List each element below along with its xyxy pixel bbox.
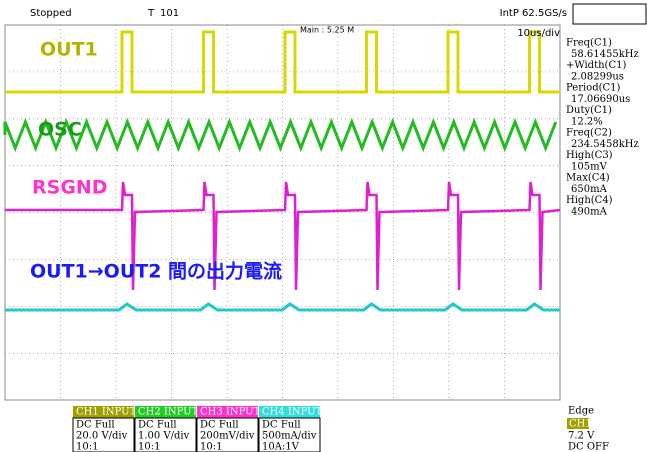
channel-coupling: DC Full <box>76 420 115 431</box>
channel-scale: 1.00 V/div <box>138 431 190 442</box>
channel-header-bg <box>197 406 258 418</box>
channel-header-bg <box>73 406 134 418</box>
channel-probe: 10:1 <box>200 442 222 452</box>
measurement-value: 105mV <box>571 162 608 173</box>
measurement-name: Freq(C2) <box>566 128 612 139</box>
ch1-trace <box>5 30 560 94</box>
channel-coupling: DC Full <box>200 420 239 431</box>
channel-box <box>72 417 135 452</box>
channel-scale: 500mA/div <box>262 431 317 442</box>
channel-scale: 200mV/div <box>200 431 255 442</box>
measurement-name: Duty(C1) <box>566 105 612 116</box>
trigger-icon: T <box>147 8 155 19</box>
measurement-value: 17.06690us <box>571 94 630 105</box>
channel-coupling: DC Full <box>138 420 177 431</box>
measurement-name: High(C3) <box>566 150 613 161</box>
measurement-value: 234.5458kHz <box>571 139 639 150</box>
channel-header-bg <box>259 406 320 418</box>
channel-box <box>196 417 259 452</box>
ch4-trace <box>5 302 560 312</box>
channel-header: CH2 INPUT <box>138 407 199 418</box>
ch2-trace <box>3 117 558 153</box>
trigger-mode: Edge <box>568 406 594 417</box>
memory-length: Main : 5.25 M <box>300 26 354 35</box>
measurement-name: Period(C1) <box>566 83 621 94</box>
channel-header: CH4 INPUT <box>262 407 323 418</box>
channel-probe: 10:1 <box>76 442 98 452</box>
channel-box <box>258 417 321 452</box>
measurement-name: Max(C4) <box>566 173 610 184</box>
trace-label: OUT1→OUT2 間の出力電流 <box>30 260 282 283</box>
measurement-value: 12.2% <box>571 117 603 128</box>
trace-label: RSGND <box>32 177 108 199</box>
sampling-rate: IntP 62.5GS/s <box>500 8 567 19</box>
trigger-source-bg <box>567 418 589 429</box>
measurement-name: High(C4) <box>566 195 613 206</box>
trigger-source: CH1 <box>569 419 592 430</box>
channel-header-bg <box>135 406 196 418</box>
measurement-value: 2.08299us <box>571 72 624 83</box>
trace-label: OUT1 <box>40 39 98 61</box>
trace-label: OSC <box>38 119 82 141</box>
channel-coupling: DC Full <box>262 420 301 431</box>
status-box <box>572 3 647 25</box>
channel-header: CH1 INPUT <box>76 407 137 418</box>
trigger-level: 7.2 V <box>568 431 595 442</box>
run-state: Stopped <box>30 8 72 19</box>
ch3-trace <box>5 181 561 291</box>
channel-header: CH3 INPUT <box>200 407 261 418</box>
measurement-value: 58.61455kHz <box>571 49 639 60</box>
channel-scale: 20.0 V/div <box>76 431 128 442</box>
measurement-value: 490mA <box>571 207 608 218</box>
channel-probe: 10:1 <box>138 442 160 452</box>
measurement-value: 650mA <box>571 184 608 195</box>
measurement-name: Freq(C1) <box>566 38 612 49</box>
channel-probe: 10A:1V <box>262 442 300 452</box>
trigger-position: 101 <box>160 8 179 19</box>
trigger-coupling: DC OFF <box>568 442 609 452</box>
measurement-name: +Width(C1) <box>566 60 626 71</box>
timebase: 10us/div <box>517 28 560 39</box>
channel-box <box>134 417 197 452</box>
